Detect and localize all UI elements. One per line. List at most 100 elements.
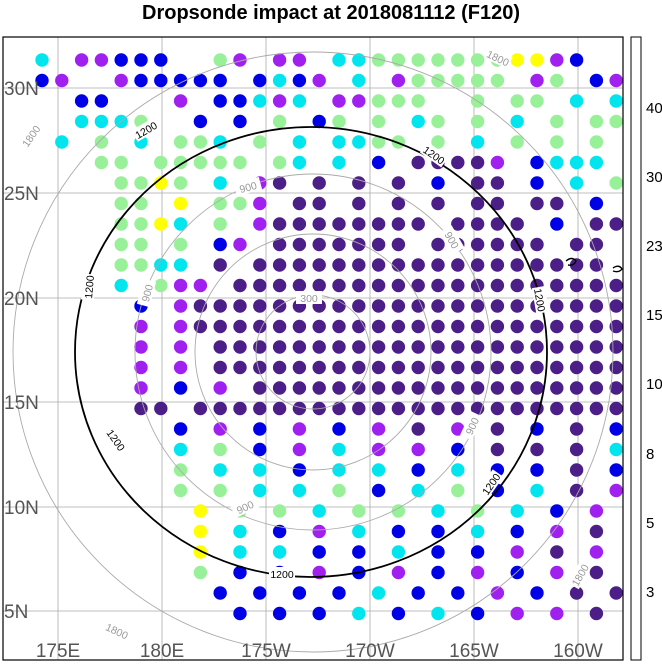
impact-dot: [451, 586, 465, 600]
ring-label-bg: [477, 469, 504, 499]
impact-dot: [371, 217, 386, 231]
impact-dot: [233, 565, 247, 580]
lat-label: 30N: [4, 79, 39, 100]
impact-dot: [272, 524, 287, 539]
impact-dot: [193, 524, 208, 539]
impact-dot: [173, 340, 188, 354]
impact-dot: [213, 299, 227, 313]
impact-dot: [510, 299, 524, 313]
impact-dot: [569, 422, 584, 436]
impact-dot: [253, 401, 267, 416]
impact-dot: [173, 135, 188, 149]
ring-label-bg: [233, 176, 263, 197]
impact-dot: [114, 258, 128, 272]
impact-dot: [391, 504, 406, 518]
impact-dot: [470, 217, 485, 231]
impact-dot: [530, 381, 544, 395]
impact-dot: [233, 196, 247, 211]
impact-dot: [411, 258, 425, 272]
lat-label: 10N: [4, 498, 39, 519]
range-ring-label: 1200: [531, 288, 547, 313]
impact-dot: [609, 299, 623, 313]
impact-dot: [510, 545, 524, 559]
impact-dot: [371, 360, 386, 375]
impact-dot: [589, 545, 604, 559]
impact-dot: [391, 401, 406, 416]
impact-dot: [490, 217, 505, 231]
impact-dot: [451, 319, 465, 334]
impact-dot: [154, 73, 168, 88]
impact-dot: [391, 360, 406, 375]
impact-dot: [530, 401, 544, 416]
impact-dot: [332, 278, 346, 293]
impact-dot: [490, 196, 505, 211]
impact-dot: [292, 217, 307, 231]
impact-dot: [510, 319, 524, 334]
impact-dot: [391, 545, 406, 559]
impact-dot: [272, 217, 287, 231]
impact-dot: [173, 237, 188, 252]
impact-dot: [332, 94, 346, 108]
impact-dot: [411, 483, 425, 498]
ring-label-bg: [103, 425, 130, 455]
impact-dot: [272, 258, 287, 272]
impact-dot: [470, 114, 485, 129]
impact-dot: [253, 463, 267, 477]
impact-dot: [609, 401, 623, 416]
impact-dot: [589, 565, 604, 580]
impact-dot: [371, 381, 386, 395]
impact-dot: [55, 73, 69, 88]
impact-dot: [589, 258, 604, 272]
impact-dot: [589, 155, 604, 170]
impact-dot: [94, 114, 109, 129]
impact-dot: [35, 53, 49, 67]
impact-dot: [391, 94, 406, 108]
impact-dot: [55, 135, 69, 149]
impact-dot: [609, 381, 623, 395]
impact-dot: [431, 73, 445, 88]
impact-dot: [173, 196, 188, 211]
impact-dot: [510, 135, 524, 149]
impact-dot: [272, 278, 287, 293]
impact-dot: [589, 504, 604, 518]
impact-dot: [154, 217, 168, 231]
impact-dot: [649, 258, 662, 271]
impact-dot: [589, 217, 604, 231]
impact-dot: [253, 217, 267, 231]
impact-dot: [74, 114, 89, 129]
impact-dot: [292, 463, 307, 477]
impact-dot: [609, 422, 623, 436]
impact-dot: [589, 524, 604, 539]
impact-dot: [490, 586, 505, 600]
impact-dot: [649, 53, 662, 66]
impact-dot: [589, 606, 604, 621]
impact-dot: [569, 319, 584, 334]
impact-dot: [332, 135, 346, 149]
impact-dot: [292, 319, 307, 334]
impact-dot: [332, 360, 346, 375]
impact-dot: [431, 278, 445, 293]
impact-dot: [352, 53, 366, 67]
impact-dot: [173, 319, 188, 334]
impact-dot: [510, 114, 524, 129]
impact-dot: [490, 340, 505, 354]
impact-dot: [292, 196, 307, 211]
impact-dot: [649, 74, 662, 87]
impact-dot: [193, 135, 208, 149]
impact-dot: [411, 319, 425, 334]
impact-dot: [114, 53, 128, 67]
impact-dot: [233, 340, 247, 354]
colorbar-tick-label: 15: [646, 307, 662, 324]
impact-dot: [589, 319, 604, 334]
impact-dot: [569, 360, 584, 375]
impact-dot: [213, 94, 227, 108]
impact-dot: [371, 463, 386, 477]
impact-dot: [530, 53, 544, 67]
impact-dot: [154, 258, 168, 272]
impact-dot: [569, 155, 584, 170]
impact-dot: [213, 217, 227, 231]
impact-dot: [114, 278, 128, 293]
range-rings: [12, 51, 623, 653]
impact-dot: [371, 422, 386, 436]
impact-dot: [253, 135, 267, 149]
